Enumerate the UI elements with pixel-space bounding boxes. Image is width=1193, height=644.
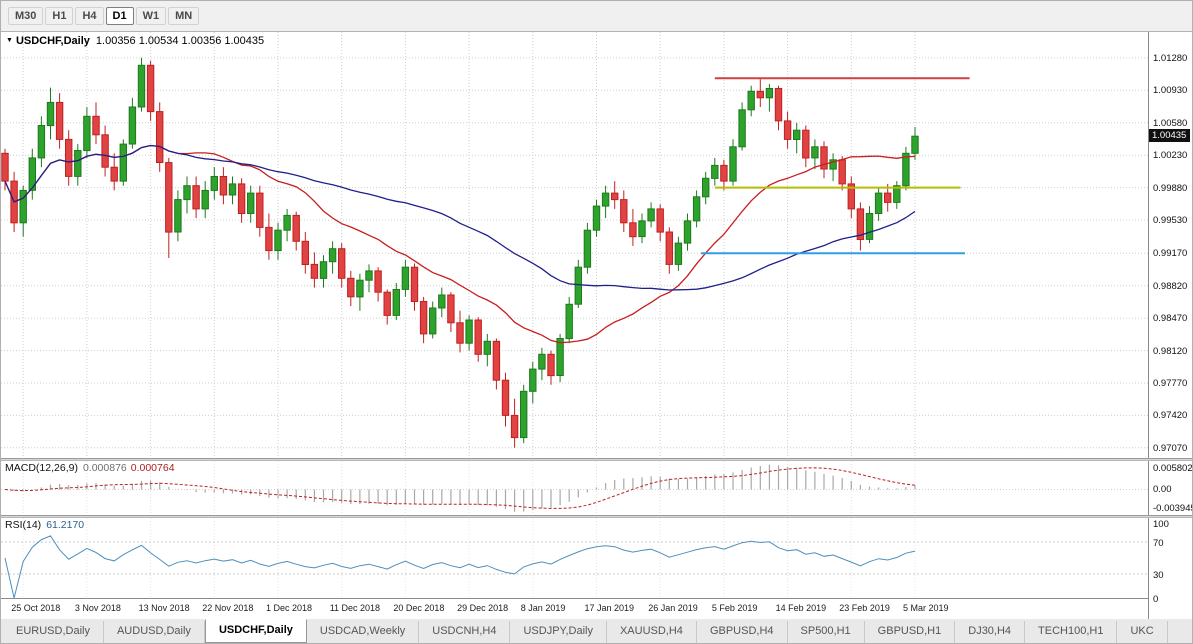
timeframe-button-d1[interactable]: D1 [105, 7, 134, 25]
rsi-axis-label: 0 [1153, 594, 1159, 605]
ohlc-values: 1.00356 1.00534 1.00356 1.00435 [95, 35, 265, 47]
date-label: 8 Jan 2019 [520, 603, 566, 613]
chart-tab-usdcad-weekly[interactable]: USDCAD,Weekly [306, 621, 420, 643]
macd-signal-line [4, 467, 916, 509]
timeframe-button-h4[interactable]: H4 [75, 7, 104, 25]
rsi-chart-svg [1, 518, 1148, 598]
rsi-axis-label: 30 [1153, 570, 1164, 581]
timeframe-button-m30[interactable]: M30 [8, 7, 44, 25]
price-axis-label: 0.97770 [1153, 377, 1188, 389]
rsi-line [4, 535, 916, 598]
date-label: 13 Nov 2018 [138, 603, 190, 613]
pane-splitter-macd[interactable] [1, 458, 1192, 461]
macd-chart-svg [1, 461, 1148, 515]
candlestick-chart-svg [1, 32, 1148, 458]
date-label: 26 Jan 2019 [648, 603, 698, 613]
macd-main-value: 0.000876 [82, 462, 127, 474]
macd-label: MACD(12,26,9) 0.000876 0.000764 [5, 462, 175, 474]
rsi-pane[interactable]: RSI(14) 61.2170 [1, 518, 1148, 598]
macd-axis-label: 0.00 [1153, 484, 1172, 496]
date-label: 14 Feb 2019 [775, 603, 827, 613]
date-label: 29 Dec 2018 [457, 603, 509, 613]
date-axis: 25 Oct 2018 3 Nov 2018 13 Nov 2018 22 Nov 2… [1, 598, 1148, 619]
chart-window: ▼ USDCHF,Daily 1.00356 1.00534 1.00356 1.0… [1, 32, 1193, 619]
date-label: 20 Dec 2018 [393, 603, 445, 613]
chart-tab-gbpusd-h1[interactable]: GBPUSD,H1 [864, 621, 956, 643]
date-label: 17 Jan 2019 [584, 603, 635, 613]
macd-signal-value: 0.000764 [130, 462, 175, 474]
current-price-badge: 1.00435 [1149, 129, 1191, 143]
date-label: 11 Dec 2018 [329, 603, 381, 613]
rsi-name: RSI(14) [5, 519, 42, 531]
chart-tab-xauusd-h4[interactable]: XAUUSD,H4 [606, 621, 697, 643]
date-label: 1 Dec 2018 [266, 603, 313, 613]
price-axis-label: 1.00580 [1153, 117, 1188, 129]
chart-tab-usdjpy-daily[interactable]: USDJPY,Daily [510, 621, 607, 643]
rsi-axis-label: 70 [1153, 538, 1164, 549]
chart-menu-icon[interactable]: ▼ [6, 37, 13, 44]
timeframe-button-h1[interactable]: H1 [45, 7, 74, 25]
rsi-axis-label: 100 [1153, 519, 1169, 530]
grid [1, 32, 1148, 458]
ma-slow-line [4, 144, 916, 291]
grid [1, 518, 1148, 598]
candles [1, 57, 919, 448]
timeframe-button-mn[interactable]: MN [168, 7, 200, 25]
price-axis-label: 1.00930 [1153, 85, 1188, 97]
price-axis-label: 0.99170 [1153, 248, 1188, 260]
date-label: 5 Feb 2019 [711, 603, 758, 613]
rsi-label: RSI(14) 61.2170 [5, 519, 84, 531]
price-axis-label: 0.99880 [1153, 182, 1188, 194]
chart-tab-audusd-daily[interactable]: AUDUSD,Daily [103, 621, 205, 643]
chart-tab-sp500-h1[interactable]: SP500,H1 [787, 621, 865, 643]
chart-tab-dj30-h4[interactable]: DJ30,H4 [955, 621, 1026, 643]
symbol-label: USDCHF,Daily [15, 35, 90, 47]
grid [1, 461, 1148, 515]
price-pane[interactable]: ▼ USDCHF,Daily 1.00356 1.00534 1.00356 1.0… [1, 32, 1148, 458]
chart-tabs-bar: EURUSD,Daily AUDUSD,Daily USDCHF,Daily USDC… [1, 617, 1192, 643]
pane-splitter-rsi[interactable] [1, 515, 1192, 518]
chart-tab-gbpusd-h4[interactable]: GBPUSD,H4 [696, 621, 788, 643]
date-label: 3 Nov 2018 [74, 603, 121, 613]
price-axis-label: 0.97420 [1153, 410, 1188, 422]
chart-tab-tech100-h1[interactable]: TECH100,H1 [1025, 621, 1118, 643]
date-label: 23 Feb 2019 [839, 603, 890, 613]
price-axis: 1.00435 1.01280 1.00930 1.00580 1.00230 0.99… [1148, 32, 1193, 619]
price-axis-label: 0.98820 [1153, 280, 1188, 292]
price-axis-label: 0.97070 [1153, 442, 1188, 454]
price-axis-label: 0.98120 [1153, 345, 1188, 357]
date-label: 5 Mar 2019 [903, 603, 949, 613]
chart-tab-ukc[interactable]: UKC [1117, 621, 1168, 643]
timeframe-toolbar: M30 H1 H4 D1 W1 MN [1, 1, 1192, 32]
macd-name: MACD(12,26,9) [5, 462, 78, 474]
chart-title: ▼ USDCHF,Daily 1.00356 1.00534 1.00356 1.0… [6, 35, 264, 47]
rsi-value: 61.2170 [46, 519, 85, 531]
price-axis-label: 0.98470 [1153, 313, 1188, 325]
price-axis-label: 1.01280 [1153, 52, 1188, 64]
price-axis-label: 0.99530 [1153, 214, 1188, 226]
timeframe-button-w1[interactable]: W1 [135, 7, 167, 25]
chart-tab-eurusd-daily[interactable]: EURUSD,Daily [3, 621, 104, 643]
date-label: 25 Oct 2018 [11, 603, 61, 613]
price-axis-label: 1.00230 [1153, 150, 1188, 162]
chart-tab-usdcnh-h4[interactable]: USDCNH,H4 [419, 621, 511, 643]
date-label: 22 Nov 2018 [202, 603, 254, 613]
chart-tab-usdchf-daily[interactable]: USDCHF,Daily [204, 619, 307, 643]
macd-axis-label: -0.0039450 [1153, 503, 1192, 514]
macd-pane[interactable]: MACD(12,26,9) 0.000876 0.000764 [1, 461, 1148, 515]
